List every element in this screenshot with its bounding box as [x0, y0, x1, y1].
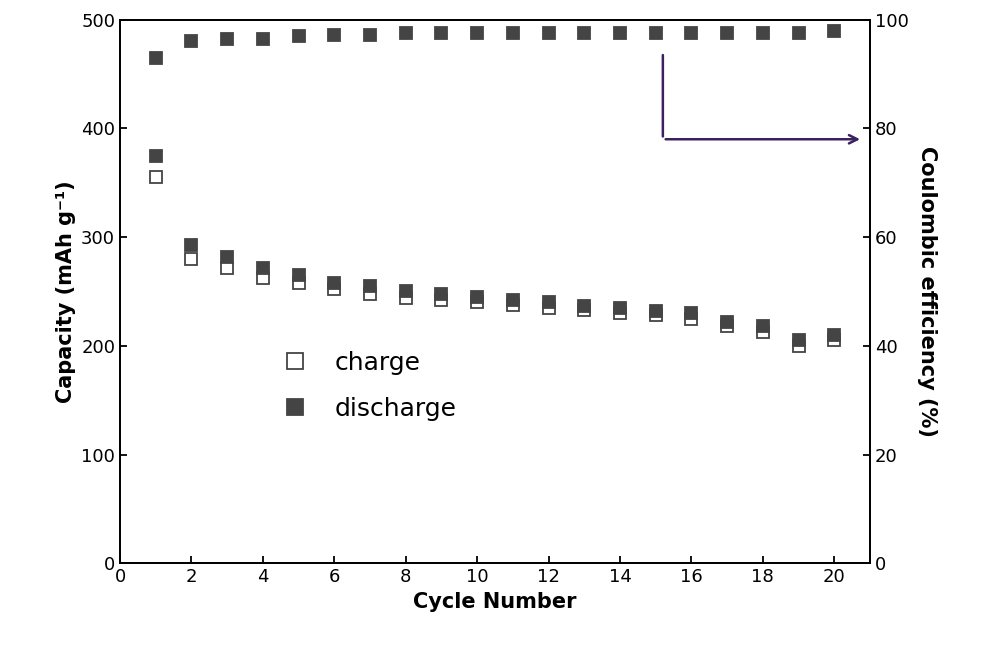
discharge — [293, 271, 305, 279]
discharge — [257, 263, 269, 271]
charge — [293, 279, 305, 287]
charge — [364, 290, 376, 297]
Line: discharge: discharge — [150, 150, 840, 346]
charge — [721, 322, 733, 330]
charge — [578, 306, 590, 314]
discharge — [793, 337, 805, 345]
charge — [543, 304, 555, 312]
charge — [828, 337, 840, 345]
charge — [614, 309, 626, 317]
charge — [435, 296, 447, 304]
discharge — [757, 322, 769, 330]
Y-axis label: Coulombic efficiency (%): Coulombic efficiency (%) — [917, 146, 937, 437]
charge — [257, 274, 269, 282]
discharge — [328, 279, 340, 287]
discharge — [150, 152, 162, 160]
charge — [328, 286, 340, 293]
X-axis label: Cycle Number: Cycle Number — [413, 591, 577, 612]
discharge — [721, 318, 733, 326]
charge — [793, 342, 805, 350]
Line: charge: charge — [150, 172, 840, 351]
discharge — [650, 307, 662, 315]
charge — [471, 299, 483, 307]
charge — [400, 294, 412, 302]
discharge — [185, 241, 197, 249]
discharge — [364, 282, 376, 290]
discharge — [221, 253, 233, 261]
discharge — [543, 299, 555, 307]
discharge — [471, 293, 483, 301]
discharge — [507, 296, 519, 304]
Legend: charge, discharge: charge, discharge — [260, 341, 467, 431]
Y-axis label: Capacity (mAh g⁻¹): Capacity (mAh g⁻¹) — [56, 180, 76, 403]
charge — [507, 301, 519, 309]
discharge — [614, 304, 626, 312]
charge — [221, 263, 233, 271]
discharge — [685, 309, 697, 317]
charge — [757, 328, 769, 335]
charge — [650, 312, 662, 320]
discharge — [435, 290, 447, 297]
charge — [185, 255, 197, 263]
discharge — [400, 288, 412, 295]
charge — [150, 174, 162, 181]
discharge — [828, 331, 840, 339]
discharge — [578, 302, 590, 310]
charge — [685, 315, 697, 323]
